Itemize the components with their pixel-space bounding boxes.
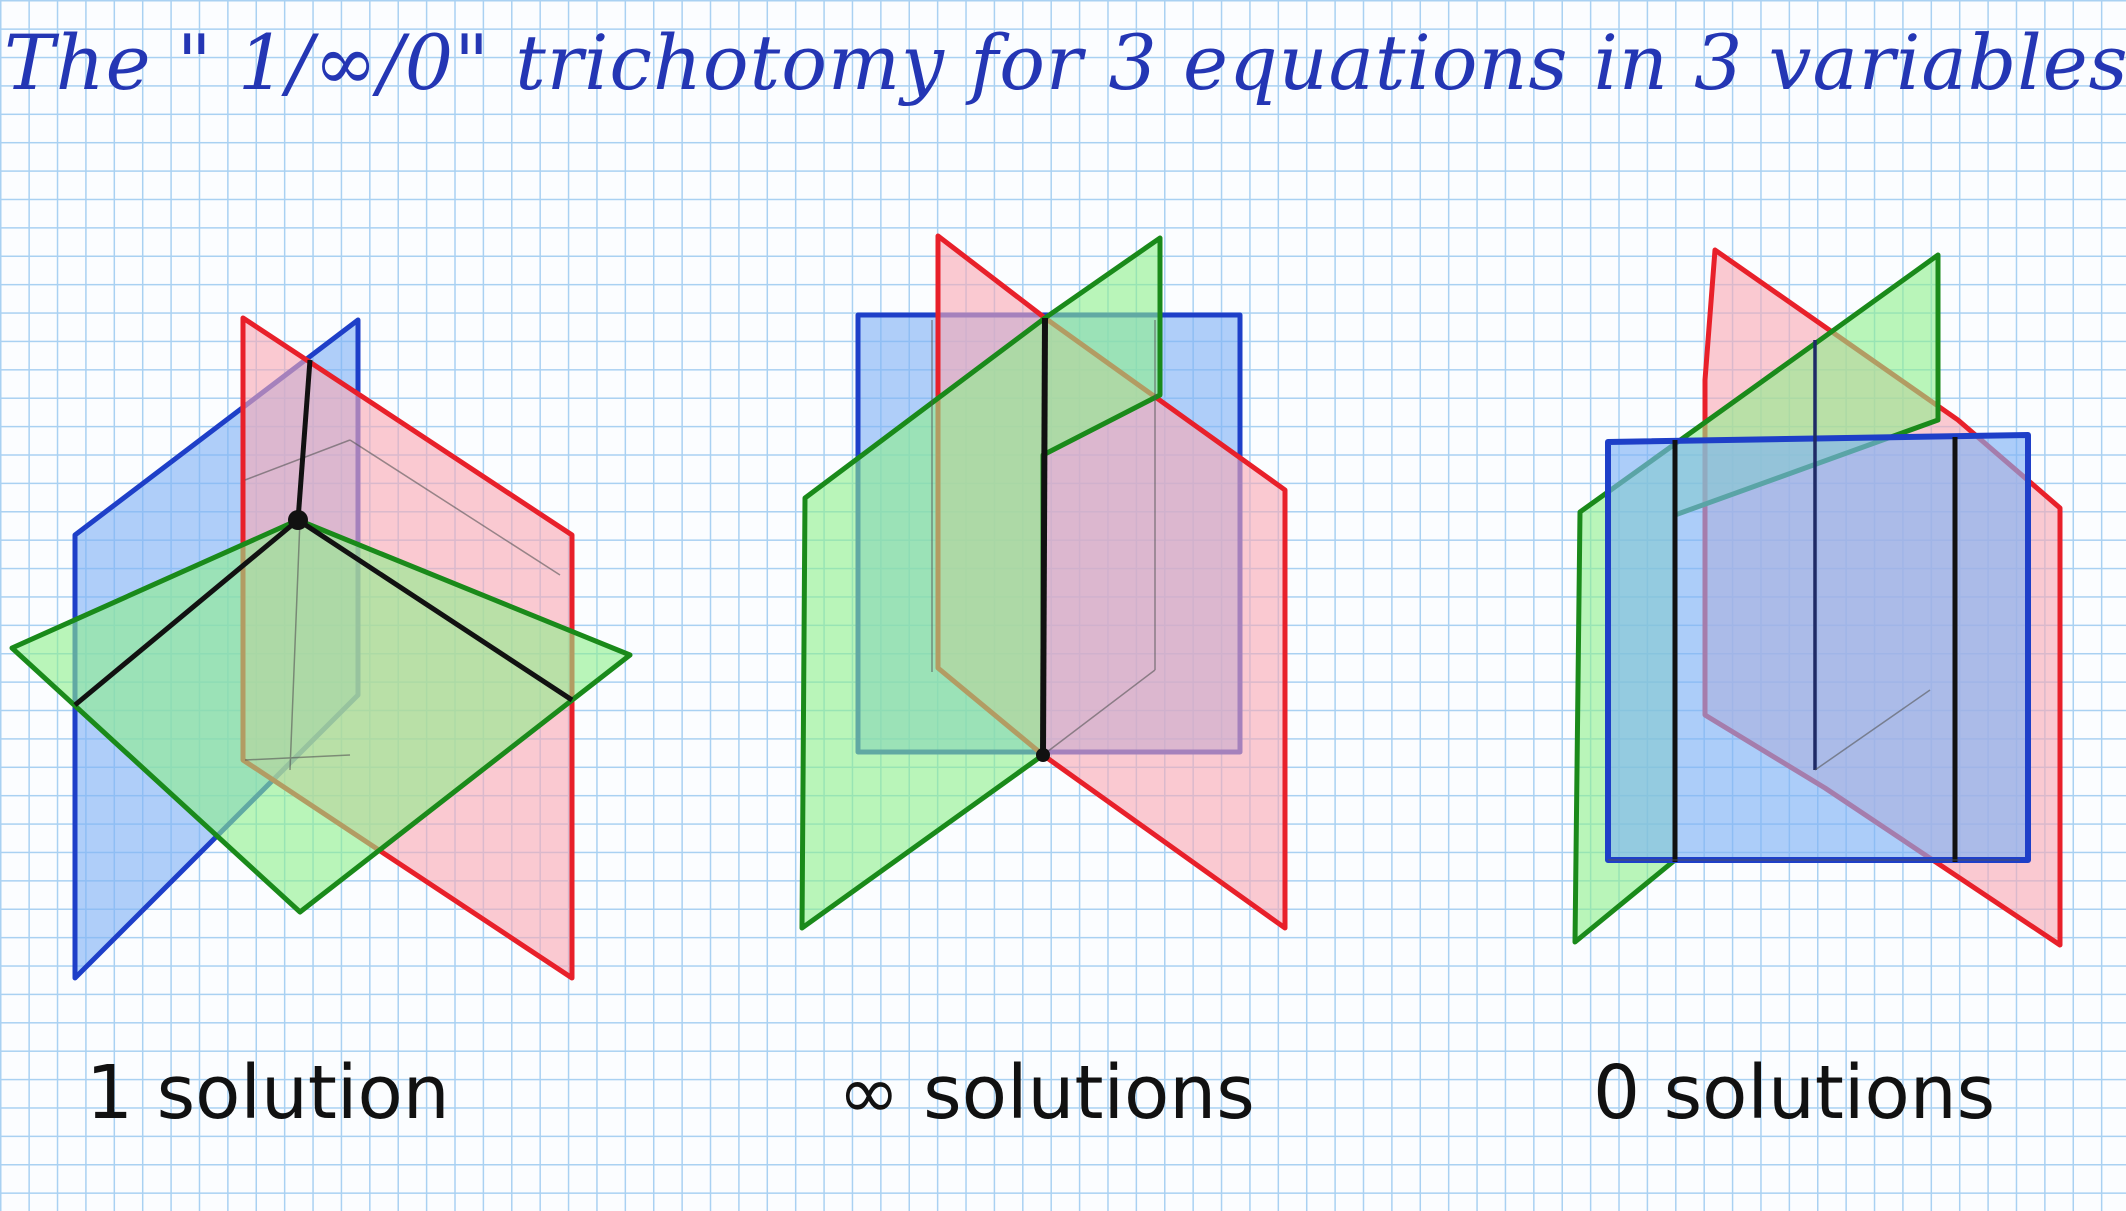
green-plane xyxy=(9,517,633,915)
page-title: The " 1/∞/0" trichotomy for 3 equations … xyxy=(4,18,2126,107)
intersection-end-point xyxy=(1036,748,1050,762)
caption-infinite-solutions: ∞ solutions xyxy=(838,1050,1255,1136)
hidden-lines xyxy=(1608,689,2020,861)
hidden-lines xyxy=(244,439,561,771)
intersection-line xyxy=(1040,317,1048,756)
hidden-lines xyxy=(931,320,1156,756)
diagram-infinite-solutions xyxy=(799,233,1288,931)
green-plane xyxy=(799,235,1163,931)
diagram-no-solutions xyxy=(1572,247,2063,948)
intersection-lines xyxy=(73,359,574,707)
intersection-lines xyxy=(1672,437,1958,862)
caption-one-solution: 1 solution xyxy=(86,1050,450,1136)
caption-no-solutions: 0 solutions xyxy=(1593,1050,1996,1136)
diagram-one-solution xyxy=(9,315,633,981)
intersection-point xyxy=(288,510,308,530)
blue-plane xyxy=(1605,432,2031,863)
